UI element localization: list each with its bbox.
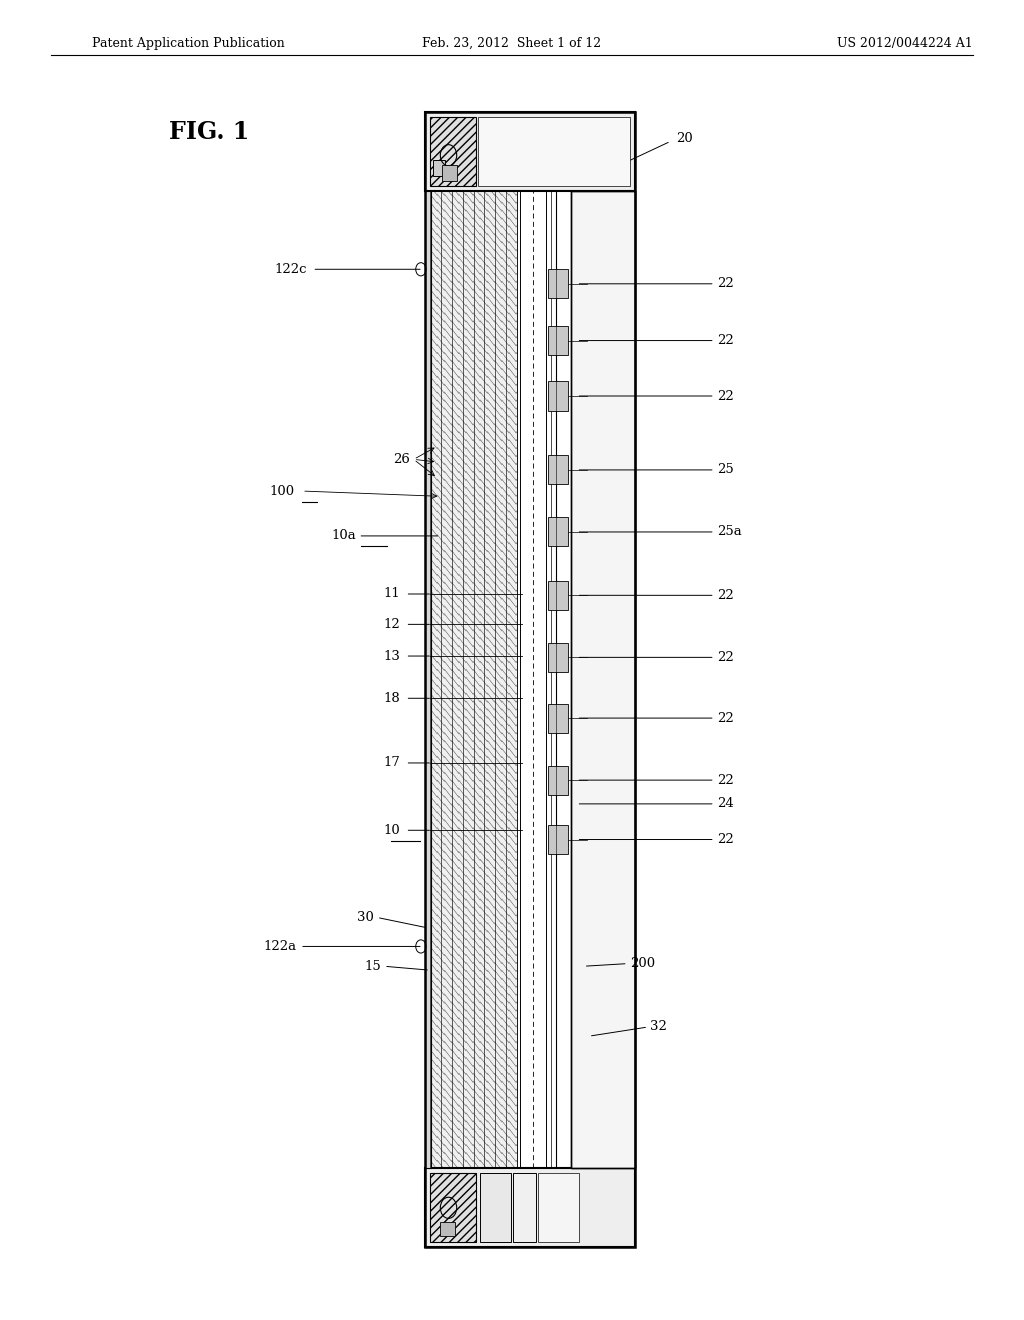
Bar xyxy=(548,825,568,854)
Bar xyxy=(548,643,568,672)
Text: 22: 22 xyxy=(717,277,733,290)
Bar xyxy=(433,160,445,176)
Text: Feb. 23, 2012  Sheet 1 of 12: Feb. 23, 2012 Sheet 1 of 12 xyxy=(423,37,601,50)
Text: 100: 100 xyxy=(269,484,295,498)
Text: 200: 200 xyxy=(630,957,655,970)
Bar xyxy=(430,1173,476,1242)
Text: 26: 26 xyxy=(393,453,410,466)
Text: 25: 25 xyxy=(717,463,733,477)
Bar xyxy=(442,165,457,181)
Bar xyxy=(548,269,568,298)
Text: Patent Application Publication: Patent Application Publication xyxy=(92,37,285,50)
Bar xyxy=(548,326,568,355)
Text: 20: 20 xyxy=(676,132,692,145)
Bar xyxy=(425,112,635,191)
Text: 15: 15 xyxy=(365,960,381,973)
Text: 24: 24 xyxy=(717,797,733,810)
Text: 18: 18 xyxy=(384,692,400,705)
Bar xyxy=(548,455,568,484)
Text: 22: 22 xyxy=(717,589,733,602)
Bar xyxy=(480,1173,511,1242)
Text: 25a: 25a xyxy=(717,525,741,539)
Text: 22: 22 xyxy=(717,774,733,787)
Text: 10a: 10a xyxy=(332,529,356,543)
Bar xyxy=(548,581,568,610)
Bar xyxy=(571,191,635,1168)
Bar xyxy=(513,1173,536,1242)
Text: 22: 22 xyxy=(717,711,733,725)
Text: 22: 22 xyxy=(717,389,733,403)
Text: 122a: 122a xyxy=(264,940,297,953)
Text: 122c: 122c xyxy=(274,263,307,276)
Text: 30: 30 xyxy=(357,911,374,924)
Bar xyxy=(425,1168,635,1247)
Bar xyxy=(430,191,517,1168)
Text: US 2012/0044224 A1: US 2012/0044224 A1 xyxy=(837,37,973,50)
Bar xyxy=(548,381,568,411)
Bar xyxy=(425,112,635,1247)
Text: 12: 12 xyxy=(384,618,400,631)
Text: 10: 10 xyxy=(384,824,400,837)
Bar xyxy=(430,117,476,186)
Text: 22: 22 xyxy=(717,334,733,347)
Bar xyxy=(548,517,568,546)
Text: 22: 22 xyxy=(717,833,733,846)
Bar xyxy=(538,1173,579,1242)
Bar xyxy=(571,191,635,1168)
Bar xyxy=(478,117,630,186)
Text: 22: 22 xyxy=(717,651,733,664)
Bar xyxy=(548,704,568,733)
Bar xyxy=(440,1222,455,1236)
Bar xyxy=(425,191,431,1168)
Text: 13: 13 xyxy=(384,649,400,663)
Bar xyxy=(548,766,568,795)
Text: FIG. 1: FIG. 1 xyxy=(169,120,249,144)
Text: 11: 11 xyxy=(384,587,400,601)
Text: 17: 17 xyxy=(384,756,400,770)
Text: 32: 32 xyxy=(650,1020,667,1034)
